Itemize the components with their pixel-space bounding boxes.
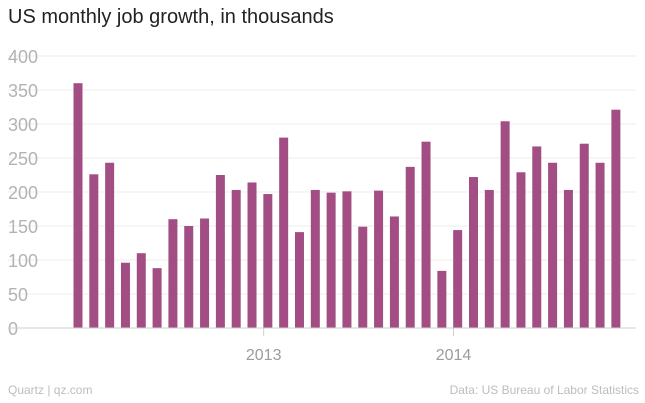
bar (294, 232, 304, 328)
gridlines (8, 55, 636, 295)
y-tick-label: 300 (8, 115, 38, 135)
bar (263, 194, 273, 328)
y-tick-label: 250 (8, 149, 38, 169)
bar (358, 226, 368, 328)
bar (231, 189, 241, 328)
bar (595, 162, 605, 328)
y-tick-label: 400 (8, 47, 38, 67)
bar (105, 162, 115, 328)
x-axis-ticks: 2013 2014 (246, 328, 472, 364)
bar (579, 143, 589, 328)
bar (500, 121, 510, 328)
bar (469, 177, 478, 328)
bar (453, 230, 463, 328)
bar (611, 109, 621, 328)
y-tick-label: 50 (8, 285, 28, 305)
bar (548, 162, 558, 328)
bar (563, 189, 573, 328)
footer-source: Data: US Bureau of Labor Statistics (449, 383, 639, 397)
bar (310, 189, 320, 328)
bar (516, 172, 526, 328)
y-tick-label: 100 (8, 251, 38, 271)
y-tick-label: 0 (8, 319, 18, 339)
y-axis-ticks: 0 50 100 150 200 250 300 350 400 (8, 47, 38, 339)
bars (73, 83, 621, 328)
bar (405, 166, 415, 328)
bar (215, 175, 225, 328)
bar (184, 226, 194, 328)
bar (120, 262, 130, 328)
bar (73, 83, 83, 328)
bar (326, 192, 336, 328)
bar (279, 137, 289, 328)
bar (421, 141, 431, 328)
bar (152, 268, 162, 328)
bar (89, 174, 99, 328)
x-tick-label: 2014 (436, 347, 472, 364)
bar (247, 182, 257, 328)
bar (437, 270, 447, 328)
bar (484, 189, 494, 328)
bar (532, 146, 542, 328)
y-tick-label: 350 (8, 81, 38, 101)
footer-brand: Quartz | qz.com (8, 383, 93, 397)
bar (389, 216, 399, 328)
y-tick-label: 200 (8, 183, 38, 203)
bar (342, 191, 352, 328)
chart-title: US monthly job growth, in thousands (8, 6, 334, 28)
x-tick-label: 2013 (246, 347, 282, 364)
bar (136, 253, 146, 328)
bar (168, 219, 178, 328)
bar (200, 218, 210, 328)
bar (374, 190, 384, 328)
y-tick-label: 150 (8, 217, 38, 237)
